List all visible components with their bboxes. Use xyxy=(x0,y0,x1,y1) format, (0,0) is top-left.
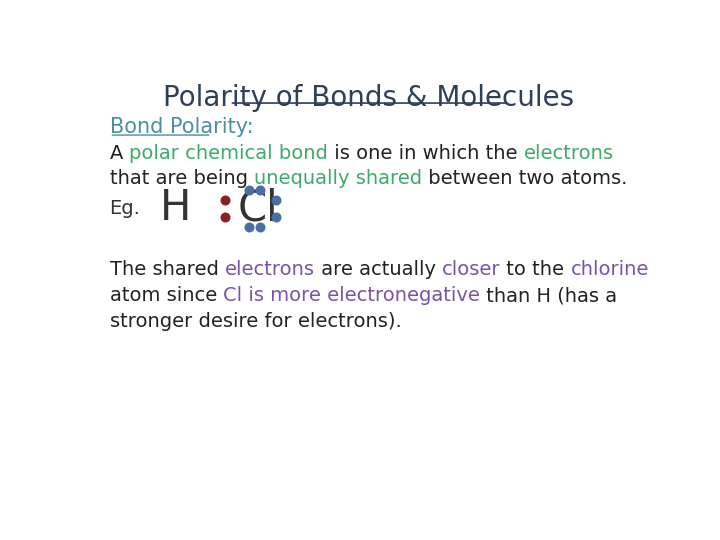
Text: Eg.: Eg. xyxy=(109,199,140,218)
Text: stronger desire for electrons).: stronger desire for electrons). xyxy=(109,312,401,331)
Text: closer: closer xyxy=(442,260,500,279)
Text: atom since: atom since xyxy=(109,286,223,305)
Point xyxy=(243,186,255,194)
Point xyxy=(254,186,266,194)
Text: The shared: The shared xyxy=(109,260,225,279)
Text: Cl: Cl xyxy=(238,187,279,230)
Point xyxy=(270,212,282,221)
Text: are actually: are actually xyxy=(315,260,442,279)
Point xyxy=(220,212,231,221)
Text: Polarity of Bonds & Molecules: Polarity of Bonds & Molecules xyxy=(163,84,575,112)
Text: than H (has a: than H (has a xyxy=(480,286,617,305)
Text: that are being: that are being xyxy=(109,168,253,188)
Text: Cl is more electronegative: Cl is more electronegative xyxy=(223,286,480,305)
Text: H: H xyxy=(160,187,191,230)
Text: A: A xyxy=(109,144,129,163)
Text: electrons: electrons xyxy=(225,260,315,279)
Text: to the: to the xyxy=(500,260,571,279)
Text: is one in which the: is one in which the xyxy=(328,144,523,163)
Point xyxy=(243,222,255,231)
Point xyxy=(254,222,266,231)
Text: chlorine: chlorine xyxy=(571,260,649,279)
Text: polar chemical bond: polar chemical bond xyxy=(129,144,328,163)
Text: unequally shared: unequally shared xyxy=(253,168,422,188)
Text: between two atoms.: between two atoms. xyxy=(422,168,627,188)
Point xyxy=(220,195,231,204)
Text: Bond Polarity:: Bond Polarity: xyxy=(109,117,253,137)
Point xyxy=(270,195,282,204)
Text: electrons: electrons xyxy=(523,144,613,163)
